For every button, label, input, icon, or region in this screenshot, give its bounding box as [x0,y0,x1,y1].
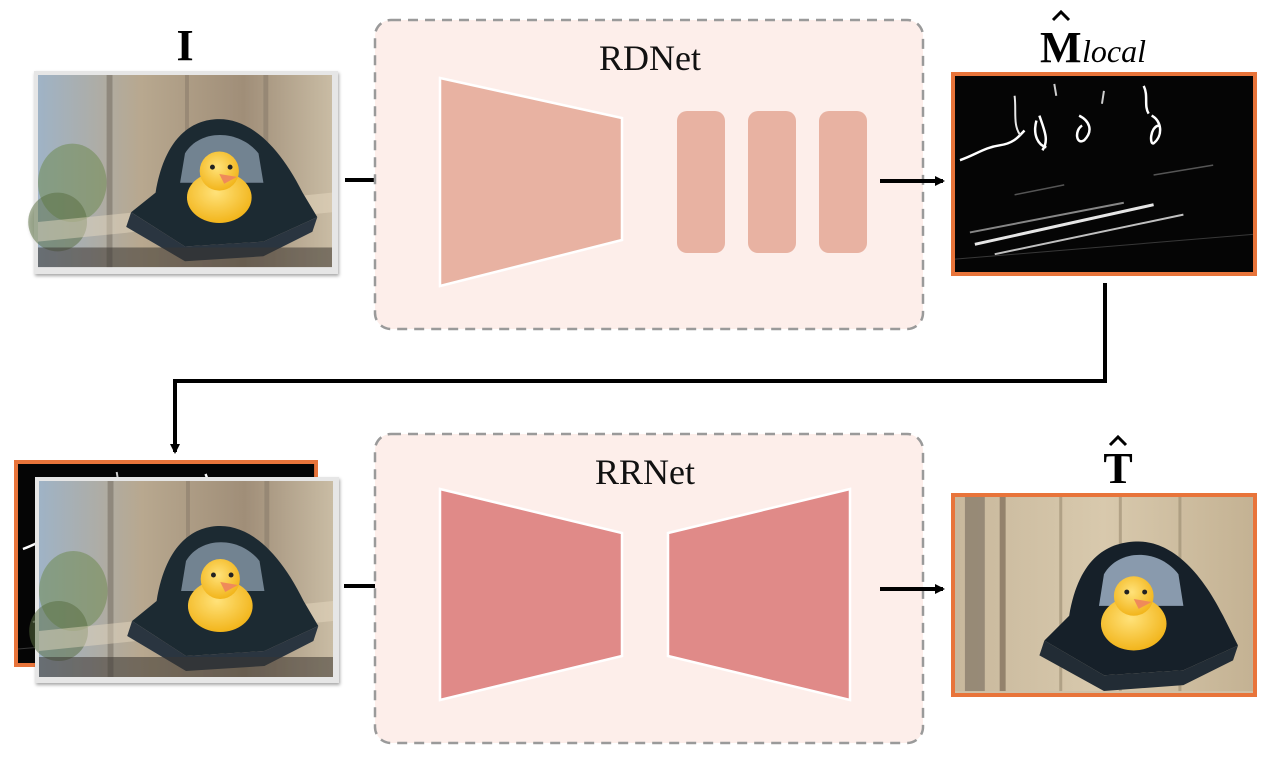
rdnet-encoder-block [438,76,624,288]
mask-image [951,72,1257,276]
rrnet-decoder-block [666,487,852,702]
mask-symbol-main: M [1040,23,1082,72]
rrnet-module: RRNet [373,432,925,745]
arrow-mask-to-stack [170,283,1107,454]
rrnet-label: RRNet [595,452,695,492]
rdnet-layer-2 [748,111,796,253]
rdnet-layer-1 [677,111,725,253]
input-symbol: I [176,21,193,70]
rdnet-module: RDNet [373,18,925,331]
hat-accent-icon [1108,434,1128,447]
stacked-input-images [14,460,339,683]
output-image [951,493,1257,697]
rrnet-encoder-block [438,487,624,702]
output-symbol-text: T [1103,444,1132,493]
rdnet-label: RDNet [599,38,701,78]
hat-accent-icon [1051,9,1071,22]
stack-photo-image [29,477,339,683]
rdnet-layer-3 [819,111,867,253]
input-image [28,71,338,274]
mask-symbol-subscript: local [1082,33,1146,69]
output-symbol: T [1103,434,1133,493]
mask-symbol: M local [1040,9,1146,72]
